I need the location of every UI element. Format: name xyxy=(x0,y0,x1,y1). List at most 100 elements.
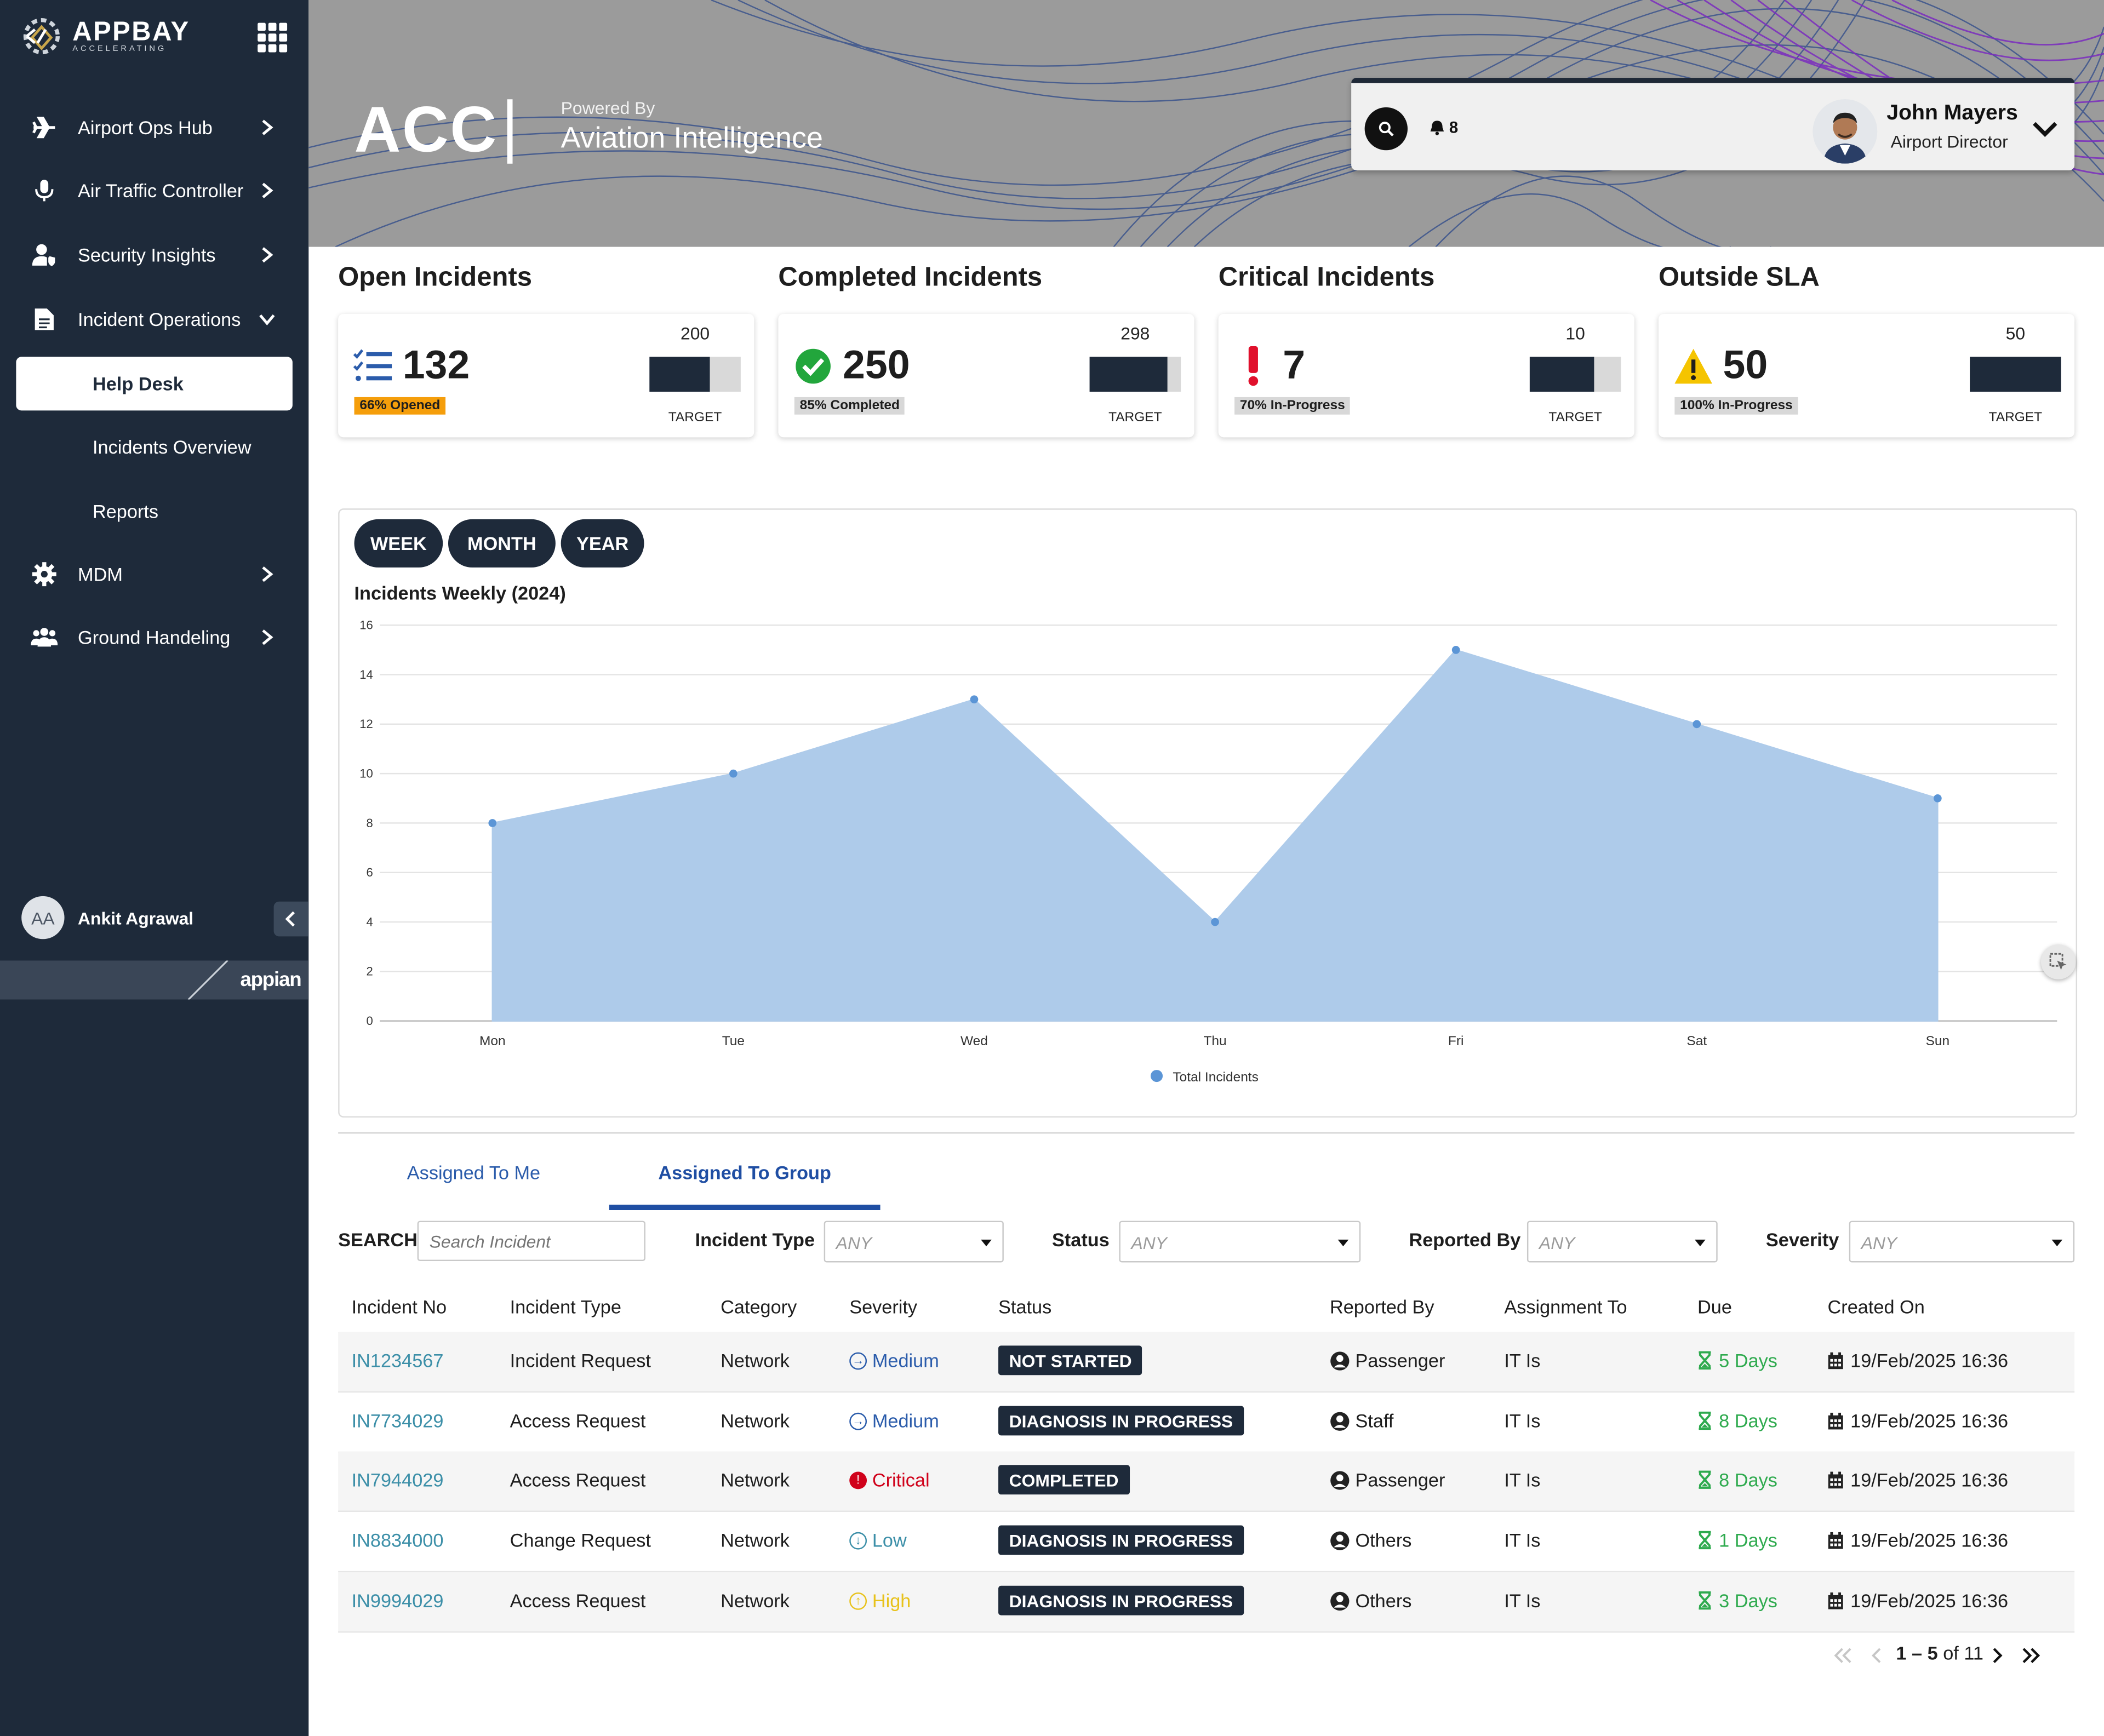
bell-icon xyxy=(1430,121,1444,135)
calendar-icon xyxy=(1828,1591,1843,1609)
x-tick-label: Mon xyxy=(479,1034,506,1049)
kpi-value: 132 xyxy=(402,343,470,388)
collapse-sidebar-button[interactable] xyxy=(273,901,309,937)
next-page-button[interactable] xyxy=(1985,1642,2009,1669)
table-row[interactable]: IN7734029 Access Request Network → Medium DIA… xyxy=(338,1393,2075,1453)
brand-name: Aviation Intelligence xyxy=(561,121,823,154)
table-row[interactable]: IN8834000 Change Request Network ↓ Low DIAGNO… xyxy=(338,1512,2075,1573)
sidebar-item-security-insights[interactable]: Security Insights xyxy=(0,228,308,282)
caret-down-icon xyxy=(1695,1239,1706,1247)
table-row[interactable]: IN1234567 Incident Request Network → Medium N… xyxy=(338,1332,2075,1393)
sidebar-user-name[interactable]: Ankit Agrawal xyxy=(78,908,194,929)
page-title: ACC xyxy=(354,95,498,167)
sidebar-item-ground-handeling[interactable]: Ground Handeling xyxy=(0,610,308,664)
column-header-severity[interactable]: Severity xyxy=(849,1296,918,1317)
appbay-logo[interactable]: APPBAY ACCELERATING xyxy=(16,11,190,62)
kpi-target-label: TARGET xyxy=(1988,410,2043,426)
column-header-incident-type[interactable]: Incident Type xyxy=(510,1296,621,1317)
profile-avatar[interactable] xyxy=(1813,99,1878,164)
column-header-category[interactable]: Category xyxy=(721,1296,797,1317)
sidebar-item-incident-operations[interactable]: Incident Operations xyxy=(0,293,308,346)
reported-by-cell: Staff xyxy=(1330,1410,1393,1431)
incident-number-link[interactable]: IN1234567 xyxy=(351,1349,444,1371)
status-select[interactable]: ANY xyxy=(1119,1221,1361,1263)
arrow-down-circle-icon: ↓ xyxy=(849,1531,867,1549)
created-on-value: 19/Feb/2025 16:36 xyxy=(1850,1349,2009,1371)
kpi-card-open-incidents[interactable]: 132 66% Opened 200 TARGET xyxy=(338,314,754,438)
notifications-button[interactable]: 8 xyxy=(1429,118,1458,137)
avatar[interactable]: AA xyxy=(21,896,65,939)
table-row[interactable]: IN9994029 Access Request Network ↑ High DIAGN… xyxy=(338,1572,2075,1633)
logo-name: APPBAY xyxy=(72,17,190,47)
sidebar-item-mdm[interactable]: MDM xyxy=(0,547,308,601)
user-circle-icon xyxy=(1330,1351,1350,1370)
legend-label[interactable]: Total Incidents xyxy=(1173,1070,1258,1085)
data-point[interactable] xyxy=(1693,720,1701,729)
incident-type-select[interactable]: ANY xyxy=(824,1221,1004,1263)
sidebar-subitem-reports[interactable]: Reports xyxy=(16,484,292,538)
kpi-card-completed-incidents[interactable]: 250 85% Completed 298 TARGET xyxy=(778,314,1194,438)
chevron-down-icon[interactable] xyxy=(2030,118,2060,140)
column-header-status[interactable]: Status xyxy=(998,1296,1052,1317)
assignment-cell: IT Is xyxy=(1504,1349,1541,1371)
search-button[interactable] xyxy=(1364,107,1408,151)
data-point[interactable] xyxy=(1934,794,1942,803)
column-header-created-on[interactable]: Created On xyxy=(1827,1296,1925,1317)
sidebar-subitem-help-desk[interactable]: Help Desk xyxy=(16,357,293,411)
severity-label: Low xyxy=(872,1529,907,1551)
sidebar-item-label: Incident Operations xyxy=(78,308,241,330)
column-header-reported-by[interactable]: Reported By xyxy=(1329,1296,1434,1317)
kpi-progress-bar xyxy=(1529,357,1621,392)
user-circle-icon xyxy=(1330,1411,1350,1430)
data-point[interactable] xyxy=(488,819,497,827)
previous-page-button[interactable] xyxy=(1865,1642,1889,1669)
data-point[interactable] xyxy=(970,695,979,704)
check-circle-icon xyxy=(793,346,833,386)
apps-grid-icon[interactable] xyxy=(258,22,288,53)
x-tick-label: Fri xyxy=(1448,1034,1464,1049)
incident-number-link[interactable]: IN7734029 xyxy=(351,1410,444,1432)
first-page-button[interactable] xyxy=(1830,1642,1854,1669)
data-point[interactable] xyxy=(1211,918,1219,926)
chart-select-button[interactable] xyxy=(2040,944,2076,979)
kpi-target-value: 50 xyxy=(2005,323,2026,343)
month-button[interactable]: MONTH xyxy=(448,519,556,568)
kpi-card-outside-sla[interactable]: 50 100% In-Progress 50 TARGET xyxy=(1658,314,2075,438)
due-cell: 8 Days xyxy=(1697,1410,1777,1431)
arrow-right-circle-icon: → xyxy=(849,1351,867,1370)
sidebar-item-airport-ops-hub[interactable]: Airport Ops Hub xyxy=(0,101,308,154)
incident-number-link[interactable]: IN8834000 xyxy=(351,1529,444,1551)
last-page-button[interactable] xyxy=(2020,1642,2044,1669)
chevron-left-icon xyxy=(1872,1648,1881,1663)
reported-by-label: Reported By xyxy=(1409,1229,1521,1251)
week-button[interactable]: WEEK xyxy=(354,519,443,568)
column-header-due[interactable]: Due xyxy=(1697,1296,1732,1317)
caret-down-icon xyxy=(2051,1239,2063,1247)
sidebar-subitem-incidents-overview[interactable]: Incidents Overview xyxy=(16,420,292,474)
chevron-right-icon xyxy=(1993,1648,2003,1663)
severity-select[interactable]: ANY xyxy=(1849,1221,2075,1263)
search-input[interactable] xyxy=(417,1221,645,1262)
hourglass-icon xyxy=(1699,1411,1711,1430)
kpi-card-critical-incidents[interactable]: 7 70% In-Progress 10 TARGET xyxy=(1218,314,1634,438)
appian-logo: appian xyxy=(240,969,301,992)
incident-number-link[interactable]: IN7944029 xyxy=(351,1469,444,1491)
tab-assigned-to-me[interactable]: Assigned To Me xyxy=(407,1161,541,1184)
profile-name[interactable]: John Mayers xyxy=(1886,102,2018,125)
reported-by-value: Others xyxy=(1355,1590,1412,1612)
incidents-area-chart: 0 2 4 6 8 10 12 14 16 Mon Tue Wed Thu Fri Sat Sun Total … xyxy=(359,618,2057,1085)
created-on-value: 19/Feb/2025 16:36 xyxy=(1850,1590,2009,1612)
incident-number-link[interactable]: IN9994029 xyxy=(351,1590,444,1612)
reported-by-select[interactable]: ANY xyxy=(1526,1221,1718,1263)
data-point[interactable] xyxy=(729,769,737,778)
column-header-incident-no[interactable]: Incident No xyxy=(351,1296,447,1317)
table-row[interactable]: IN7944029 Access Request Network! Critical C… xyxy=(338,1451,2075,1512)
due-cell: 3 Days xyxy=(1697,1590,1777,1611)
year-button[interactable]: YEAR xyxy=(561,519,644,568)
data-point[interactable] xyxy=(1451,646,1460,654)
sidebar-item-air-traffic-controller[interactable]: Air Traffic Controller xyxy=(0,164,308,217)
severity-label: Severity xyxy=(1765,1229,1839,1251)
tab-assigned-to-group[interactable]: Assigned To Group xyxy=(609,1162,881,1210)
column-header-assignment-to[interactable]: Assignment To xyxy=(1504,1296,1627,1317)
microphone-icon xyxy=(31,177,58,204)
